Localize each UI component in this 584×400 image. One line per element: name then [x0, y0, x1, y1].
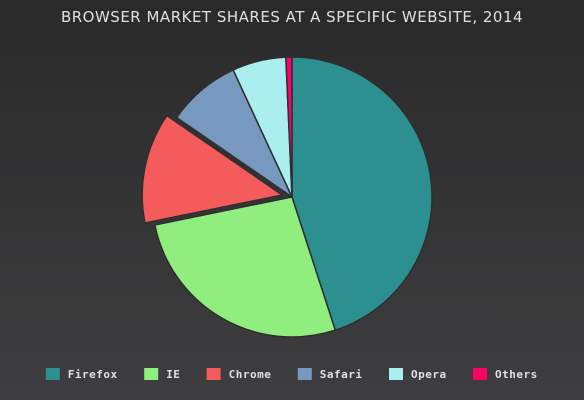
- legend-item-firefox[interactable]: Firefox: [45, 368, 118, 381]
- legend-label-ie: IE: [166, 368, 180, 381]
- legend: Firefox IE Chrome Safari Opera Others: [45, 368, 538, 381]
- legend-swatch-safari: [297, 368, 312, 380]
- legend-item-safari[interactable]: Safari: [297, 368, 363, 381]
- pie-slices: [141, 56, 433, 338]
- legend-item-chrome[interactable]: Chrome: [206, 368, 272, 381]
- pie-slice-others[interactable]: [285, 56, 293, 198]
- pie-slice-ie[interactable]: [154, 196, 337, 338]
- legend-swatch-ie: [144, 368, 159, 380]
- legend-label-chrome: Chrome: [229, 368, 272, 381]
- legend-item-others[interactable]: Others: [473, 368, 538, 381]
- legend-swatch-opera: [389, 368, 403, 380]
- pie-slice-firefox[interactable]: [291, 56, 433, 331]
- chart-title: BROWSER MARKET SHARES AT A SPECIFIC WEBS…: [61, 8, 523, 26]
- pie-slice-chrome[interactable]: [141, 114, 283, 224]
- legend-item-ie[interactable]: IE: [144, 368, 180, 381]
- legend-swatch-chrome: [206, 368, 221, 380]
- legend-label-others: Others: [495, 368, 538, 381]
- legend-label-firefox: Firefox: [68, 368, 118, 381]
- legend-swatch-others: [473, 368, 487, 380]
- legend-label-safari: Safari: [320, 368, 363, 381]
- legend-swatch-firefox: [45, 368, 60, 380]
- legend-item-opera[interactable]: Opera: [389, 368, 447, 381]
- legend-label-opera: Opera: [411, 368, 447, 381]
